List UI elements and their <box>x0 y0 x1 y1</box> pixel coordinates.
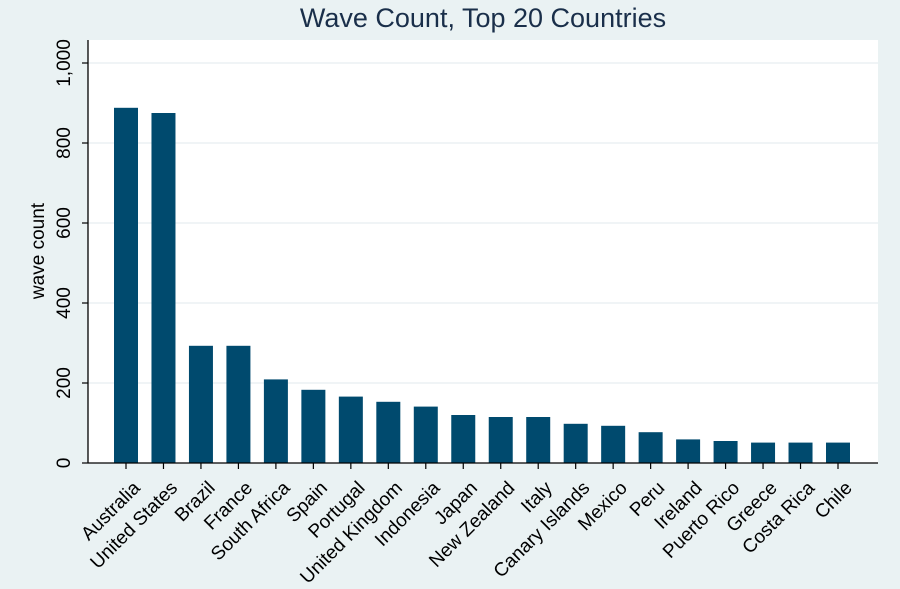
bar-australia <box>114 107 138 464</box>
y-tick-label: 0 <box>54 458 75 469</box>
bar-canary-islands <box>563 423 588 463</box>
y-tick-label: 1,000 <box>54 39 75 87</box>
bar-peru <box>638 432 663 463</box>
y-tick-label: 200 <box>54 367 75 399</box>
bar-puerto-rico <box>713 441 738 463</box>
bar-greece <box>751 442 776 463</box>
y-axis-ticks: 0 200 400 600 800 1,000 <box>54 39 88 468</box>
bar-italy <box>526 417 551 463</box>
plot-area <box>88 40 878 463</box>
bar-portugal <box>338 396 363 463</box>
chart-title: Wave Count, Top 20 Countries <box>300 3 666 33</box>
bar-ireland <box>676 439 701 463</box>
bar-france <box>226 345 251 463</box>
bar-costa-rica <box>788 442 813 463</box>
bars <box>114 107 850 464</box>
bar-south-africa <box>263 379 288 463</box>
bar-new-zealand <box>488 417 513 463</box>
bar-united-states <box>151 113 176 463</box>
bar-chile <box>826 442 850 463</box>
bar-united-kingdom <box>376 401 401 463</box>
bar-spain <box>301 389 326 463</box>
y-tick-label: 400 <box>54 287 75 319</box>
bar-brazil <box>188 345 213 463</box>
x-tick-label: Chile <box>811 478 856 523</box>
bar-mexico <box>601 425 626 463</box>
y-tick-label: 800 <box>54 127 75 159</box>
y-tick-label: 600 <box>54 207 75 239</box>
bar-indonesia <box>413 406 438 463</box>
gridlines <box>88 62 878 384</box>
y-axis-title: wave count <box>28 202 49 300</box>
bar-japan <box>451 415 476 463</box>
